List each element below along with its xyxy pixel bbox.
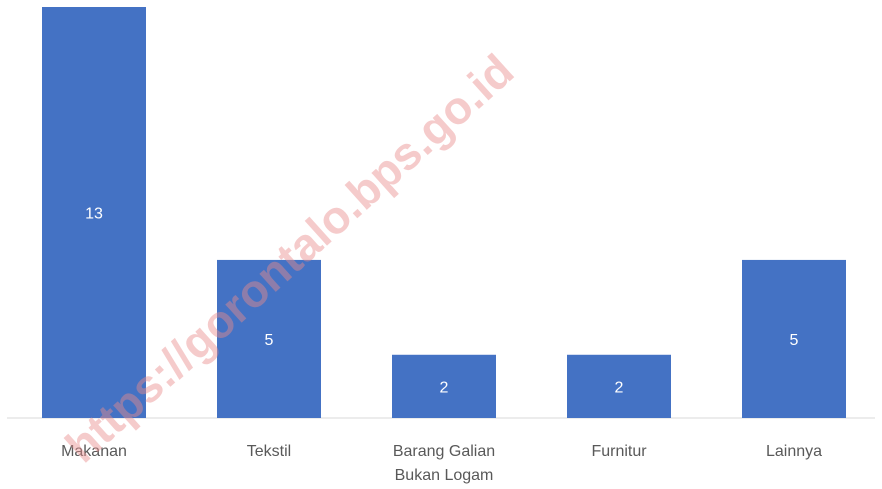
x-tick-label: Tekstil [247,443,291,460]
bar [217,259,321,418]
x-tick-label: Makanan [61,443,127,460]
value-label: 2 [615,379,624,396]
bar [567,354,671,418]
x-tick-label: Lainnya [766,443,822,460]
value-label: 5 [265,332,274,349]
value-label: 5 [790,332,799,349]
value-label: 2 [440,379,449,396]
value-label: 13 [85,206,103,223]
x-tick-label: Furnitur [591,443,647,460]
bar [42,7,146,418]
bar [742,259,846,418]
bar [392,354,496,418]
x-tick-label: Barang Galian Bukan Logam [393,443,495,484]
